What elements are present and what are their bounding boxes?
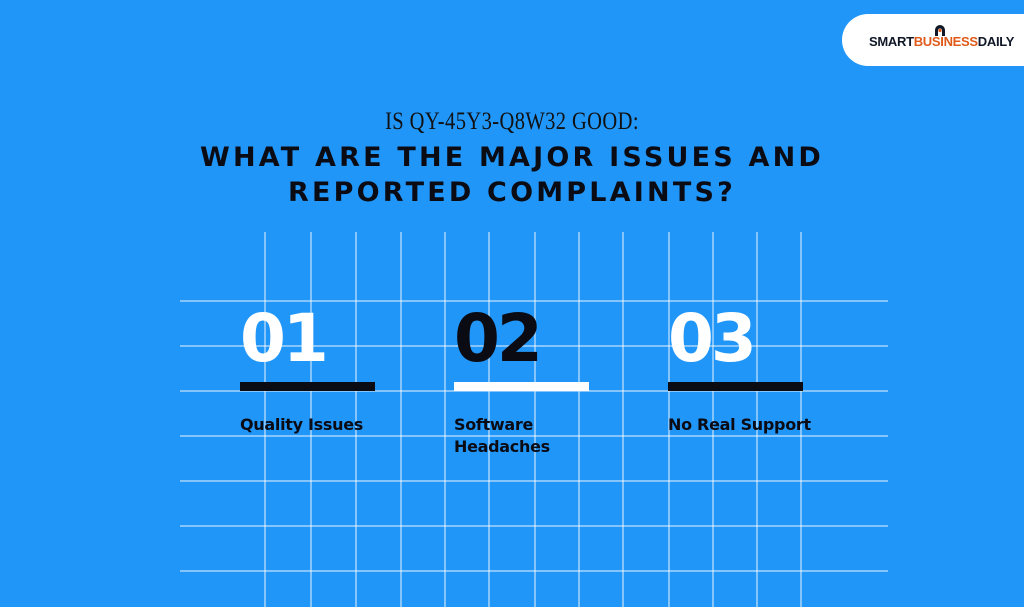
title-line-2: REPORTED COMPLAINTS? xyxy=(288,177,736,208)
issue-label-line-2: Headaches xyxy=(454,437,550,456)
page-subtitle: IS QY-45Y3-Q8W32 GOOD: xyxy=(385,108,639,135)
grid-line-horizontal xyxy=(180,525,888,527)
issue-number: 01 xyxy=(240,300,329,377)
issue-number: 02 xyxy=(454,300,543,377)
issue-label-line-1: Software xyxy=(454,415,534,434)
issue-label-line-1: Quality Issues xyxy=(240,415,363,434)
logo-mark-icon xyxy=(935,25,945,36)
grid-line-vertical xyxy=(400,232,402,607)
title-line-1: WHAT ARE THE MAJOR ISSUES AND xyxy=(200,142,824,173)
grid-line-horizontal xyxy=(180,570,888,572)
issue-number: 03 xyxy=(668,300,757,377)
brand-part-business: BUSINESS xyxy=(913,34,978,49)
grid-line-vertical xyxy=(444,232,446,607)
brand-part-smart: SMART xyxy=(869,34,914,49)
issue-item-2: 02 Software Headaches xyxy=(454,300,604,458)
issue-label: Quality Issues xyxy=(240,414,390,436)
issue-label: Software Headaches xyxy=(454,414,604,458)
issue-label-line-1: No Real Support xyxy=(668,415,811,434)
grid-line-horizontal xyxy=(180,480,888,482)
issue-underline xyxy=(668,382,803,391)
page-title: WHAT ARE THE MAJOR ISSUES AND REPORTED C… xyxy=(0,140,1024,210)
grid-line-vertical xyxy=(622,232,624,607)
issue-item-3: 03 No Real Support xyxy=(668,300,818,436)
brand-logo: SMARTBUSINESSDAILY xyxy=(869,34,1014,49)
issue-underline xyxy=(454,382,589,391)
logo-pill xyxy=(842,14,1024,66)
issue-label: No Real Support xyxy=(668,414,818,436)
brand-part-daily: DAILY xyxy=(977,34,1015,49)
issue-item-1: 01 Quality Issues xyxy=(240,300,390,436)
issue-underline xyxy=(240,382,375,391)
